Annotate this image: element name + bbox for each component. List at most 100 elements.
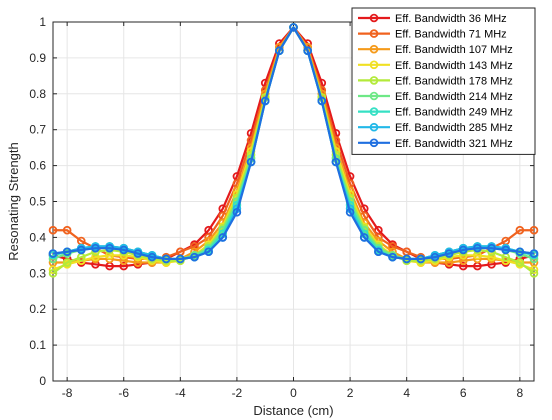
legend-label: Eff. Bandwidth 214 MHz xyxy=(395,91,513,103)
data-point xyxy=(529,268,539,278)
y-tick-label: 0.8 xyxy=(29,87,46,101)
legend-swatch-marker xyxy=(369,107,379,116)
legend-item: Eff. Bandwidth 285 MHz xyxy=(358,122,513,134)
data-point xyxy=(529,225,539,235)
data-point xyxy=(147,252,157,262)
axis-ticks: -8 -6 -4 -2 0 2 4 6 8 0 0.1 0.2 0.3 0.4 0.5 0.6 0.7 0.8 0.… xyxy=(29,15,534,400)
legend-swatch-marker xyxy=(369,76,379,85)
data-point xyxy=(275,46,284,56)
data-point xyxy=(374,247,383,257)
data-point xyxy=(176,254,185,264)
data-point xyxy=(218,233,228,242)
legend-swatch-marker xyxy=(369,44,379,54)
data-point xyxy=(473,243,482,253)
data-point xyxy=(232,207,242,217)
data-point xyxy=(317,96,327,106)
y-tick-label: 0.6 xyxy=(29,159,46,173)
data-point xyxy=(388,252,397,262)
data-point xyxy=(48,249,58,258)
x-tick-label: 0 xyxy=(290,386,297,400)
data-point xyxy=(62,258,72,267)
data-point xyxy=(246,157,256,167)
data-point xyxy=(359,233,369,242)
legend-label: Eff. Bandwidth 143 MHz xyxy=(395,60,513,72)
legend-item: Eff. Bandwidth 321 MHz xyxy=(358,138,513,150)
x-tick-label: -8 xyxy=(62,386,73,400)
legend-swatch-marker xyxy=(369,60,379,70)
data-point xyxy=(430,252,440,262)
series-line xyxy=(52,26,535,261)
data-point xyxy=(161,254,171,264)
data-point xyxy=(91,243,100,253)
x-tick-label: 8 xyxy=(517,386,524,400)
legend-item: Eff. Bandwidth 143 MHz xyxy=(358,60,513,72)
data-point xyxy=(119,245,129,255)
legend-swatch-marker xyxy=(369,29,379,38)
legend-item: Eff. Bandwidth 214 MHz xyxy=(358,91,513,103)
x-axis-title: Distance (cm) xyxy=(253,403,333,418)
data-point xyxy=(62,225,72,235)
legend-swatch-marker xyxy=(369,91,379,101)
data-point xyxy=(91,252,100,262)
x-tick-label: 2 xyxy=(347,386,354,400)
legend-swatch-marker xyxy=(369,122,379,132)
legend-label: Eff. Bandwidth 285 MHz xyxy=(395,122,513,134)
legend-item: Eff. Bandwidth 178 MHz xyxy=(358,75,513,87)
data-point xyxy=(458,256,468,266)
data-point xyxy=(204,247,213,257)
legend-label: Eff. Bandwidth 107 MHz xyxy=(395,44,513,56)
data-point xyxy=(345,207,355,217)
data-point xyxy=(515,247,525,257)
data-point xyxy=(515,258,525,267)
y-tick-label: 0.4 xyxy=(29,230,46,244)
legend-item: Eff. Bandwidth 36 MHz xyxy=(358,13,507,25)
data-point xyxy=(48,225,58,235)
data-point xyxy=(119,261,129,271)
y-tick-label: 0.7 xyxy=(29,123,46,137)
series-group xyxy=(48,23,539,278)
data-point xyxy=(501,245,511,255)
x-tick-label: 6 xyxy=(460,386,467,400)
data-point xyxy=(402,254,411,264)
legend-item: Eff. Bandwidth 71 MHz xyxy=(358,29,507,41)
data-point xyxy=(62,247,72,257)
data-point xyxy=(190,242,199,251)
y-tick-label: 1 xyxy=(39,15,46,29)
legend-swatch-marker xyxy=(369,138,379,148)
data-point xyxy=(48,254,58,264)
legend-item: Eff. Bandwidth 249 MHz xyxy=(358,107,513,119)
y-tick-label: 0.3 xyxy=(29,266,46,280)
data-point xyxy=(529,254,539,264)
y-tick-label: 0 xyxy=(39,374,46,388)
legend-swatch-marker xyxy=(369,13,379,23)
data-point xyxy=(487,252,496,262)
data-point xyxy=(444,249,454,258)
data-point xyxy=(515,225,525,235)
x-tick-label: -2 xyxy=(232,386,243,400)
data-point xyxy=(388,242,397,251)
data-point xyxy=(331,157,341,167)
legend-label: Eff. Bandwidth 71 MHz xyxy=(395,29,507,41)
data-point xyxy=(458,245,468,255)
legend-item: Eff. Bandwidth 107 MHz xyxy=(358,44,513,56)
legend-label: Eff. Bandwidth 178 MHz xyxy=(395,75,513,87)
legend: Eff. Bandwidth 36 MHz Eff. Bandwidth 71 M… xyxy=(351,7,536,155)
data-point xyxy=(303,46,312,56)
data-point xyxy=(529,249,539,258)
series-9 xyxy=(48,23,539,264)
y-tick-label: 0.1 xyxy=(29,338,46,352)
data-point xyxy=(458,261,468,271)
data-point xyxy=(190,252,199,262)
data-point xyxy=(487,243,496,253)
y-tick-label: 0.5 xyxy=(29,195,46,209)
x-tick-label: -6 xyxy=(118,386,129,400)
y-tick-label: 0.9 xyxy=(29,51,46,65)
data-point xyxy=(133,249,143,258)
data-point xyxy=(48,268,58,278)
data-point xyxy=(119,256,129,266)
y-axis-title: Resonating Strength xyxy=(6,142,21,261)
legend-label: Eff. Bandwidth 249 MHz xyxy=(395,107,513,119)
data-point xyxy=(416,254,426,264)
data-point xyxy=(260,96,270,106)
